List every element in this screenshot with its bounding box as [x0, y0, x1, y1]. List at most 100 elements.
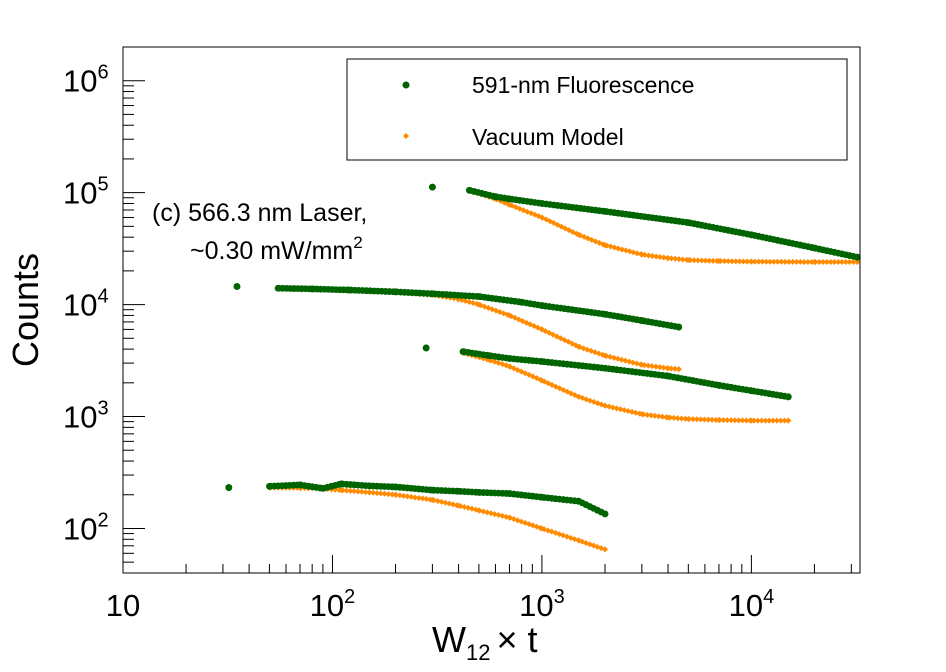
y-tick-label: 102: [63, 509, 109, 546]
model-point: [404, 493, 411, 500]
model-point: [381, 490, 388, 497]
model-point: [667, 414, 674, 421]
x-tick-label-base: 10: [106, 588, 140, 623]
model-point: [339, 487, 346, 494]
x-axis-title-suffix: × t: [496, 619, 537, 660]
model-point: [351, 488, 358, 495]
model-point: [645, 362, 652, 369]
model-point: [698, 257, 705, 264]
model-point: [674, 415, 681, 422]
model-point: [687, 257, 694, 264]
model-point: [743, 417, 750, 424]
fluorescence-point: [422, 344, 430, 352]
model-point: [343, 487, 350, 494]
model-point: [766, 417, 773, 424]
model-point: [782, 258, 789, 265]
model-point: [389, 491, 396, 498]
model-point: [347, 487, 354, 494]
model-point: [370, 489, 377, 496]
model-point: [653, 253, 660, 260]
y-tick-label-base: 10: [63, 288, 97, 323]
axis-ticks: [122, 46, 852, 574]
fluorescence-point: [853, 253, 861, 261]
model-point: [812, 259, 819, 266]
x-tick-label: 10: [106, 588, 140, 623]
model-point: [717, 258, 724, 265]
model-point: [411, 494, 418, 501]
model-point: [705, 416, 712, 423]
x-axis-title-sub: 12: [466, 640, 490, 665]
x-tick-label-base: 10: [519, 588, 553, 623]
model-point: [744, 258, 751, 265]
y-tick-label-exp: 3: [97, 398, 108, 420]
model-point: [419, 495, 426, 502]
model-point: [724, 417, 731, 424]
x-axis-title-main: W: [432, 619, 466, 660]
model-point: [716, 417, 723, 424]
model-point: [686, 416, 693, 423]
model-point: [846, 259, 853, 266]
model-point: [649, 252, 656, 259]
model-point: [706, 257, 713, 264]
model-point: [355, 488, 362, 495]
model-point: [649, 363, 656, 370]
model-point: [709, 416, 716, 423]
model-point: [697, 416, 704, 423]
model-point: [651, 412, 658, 419]
model-point: [702, 257, 709, 264]
model-point: [641, 251, 648, 258]
model-point: [671, 365, 678, 372]
fluorescence-point: [675, 323, 683, 331]
fluorescence-point: [233, 283, 241, 290]
model-point: [373, 490, 380, 497]
model-point: [645, 252, 652, 259]
model-point: [751, 258, 758, 265]
model-point: [770, 258, 777, 265]
model-point: [668, 365, 675, 372]
model-point: [750, 417, 757, 424]
model-point: [748, 258, 755, 265]
model-point: [770, 417, 777, 424]
model-point: [396, 492, 403, 499]
x-tick-label-base: 10: [310, 588, 344, 623]
x-tick-label: 103: [519, 586, 565, 623]
legend-marker-model: [403, 133, 409, 139]
model-point: [601, 546, 608, 553]
model-point: [668, 255, 675, 262]
model-point: [423, 496, 430, 503]
model-point: [735, 417, 742, 424]
annotation-line-2: ~0.30 mW/mm2: [190, 233, 363, 265]
y-axis-title: Counts: [5, 253, 46, 367]
model-point: [675, 366, 682, 373]
model-point: [660, 364, 667, 371]
y-tick-label: 103: [63, 398, 109, 435]
model-point: [789, 258, 796, 265]
y-tick-label: 104: [63, 286, 109, 323]
x-tick-label: 102: [310, 586, 356, 623]
model-point: [640, 411, 647, 418]
model-point: [816, 259, 823, 266]
model-point: [835, 259, 842, 266]
y-tick-label-exp: 6: [97, 62, 108, 84]
model-point: [759, 258, 766, 265]
legend-marker-fluorescence: [402, 81, 410, 89]
model-point: [655, 413, 662, 420]
model-point: [358, 488, 365, 495]
x-tick-label-exp: 3: [554, 586, 565, 608]
model-point: [850, 259, 857, 266]
annotation-line-2-main: ~0.30 mW/mm: [190, 237, 353, 265]
model-point: [758, 417, 765, 424]
legend-box: [346, 58, 848, 161]
x-tick-label-base: 10: [729, 588, 763, 623]
y-tick-label-exp: 4: [97, 286, 108, 308]
model-point: [732, 258, 739, 265]
model-point: [634, 250, 641, 257]
y-tick-label-exp: 5: [97, 174, 108, 196]
model-point: [797, 258, 804, 265]
model-point: [739, 417, 746, 424]
y-tick-label-base: 10: [63, 176, 97, 211]
model-point: [754, 417, 761, 424]
model-point: [665, 255, 672, 262]
model-point: [777, 417, 784, 424]
model-point: [652, 363, 659, 370]
